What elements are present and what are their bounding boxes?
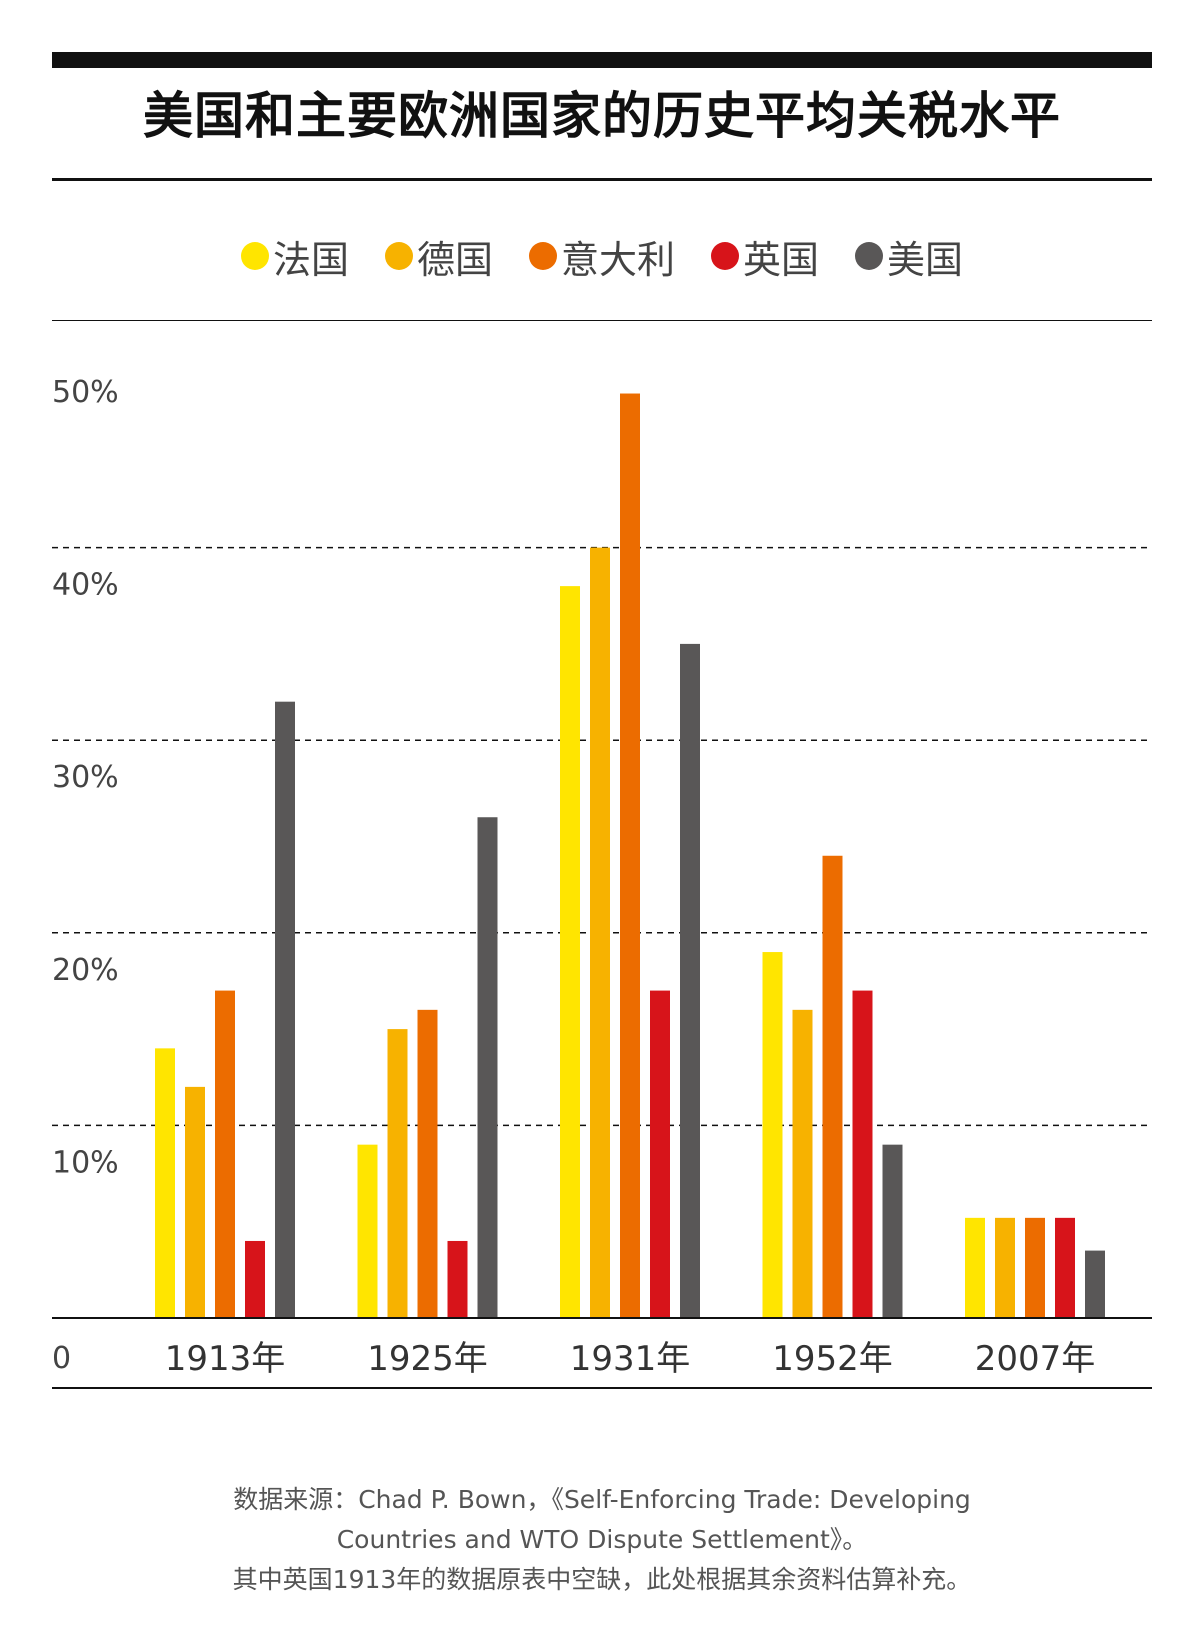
bar xyxy=(822,855,843,1318)
y-tick-label: 40% xyxy=(52,568,119,603)
x-tick-label: 1952年 xyxy=(772,1339,893,1379)
legend-label-uk: 英国 xyxy=(743,237,820,282)
y-tick-label: 50% xyxy=(52,375,119,410)
bar xyxy=(965,1217,985,1318)
bar xyxy=(387,1029,408,1318)
bar xyxy=(852,990,873,1318)
footnote-line-3: 其中英国1913年的数据原表中空缺，此处根据其余资料估算补充。 xyxy=(232,1565,972,1594)
legend-swatch-usa xyxy=(855,242,884,270)
legend-item-germany: 德国 xyxy=(384,229,493,284)
bar xyxy=(155,1048,175,1318)
bar xyxy=(560,586,580,1318)
legend-swatch-germany xyxy=(384,242,413,270)
bar xyxy=(1085,1250,1105,1318)
bar xyxy=(620,393,640,1318)
legend-label-france: 法国 xyxy=(272,237,349,282)
x-tick-label: 1931年 xyxy=(570,1339,691,1379)
y-origin-label: 0 xyxy=(52,1341,71,1376)
bar xyxy=(762,952,783,1318)
x-tick-label: 2007年 xyxy=(975,1339,1096,1379)
bar xyxy=(245,1240,265,1318)
legend-label-italy: 意大利 xyxy=(560,237,675,282)
legend-swatch-uk xyxy=(711,242,739,270)
bar xyxy=(1025,1217,1045,1318)
bar xyxy=(1055,1217,1075,1318)
chart-title: 美国和主要欧洲国家的历史平均关税水平 xyxy=(143,87,1061,145)
bar xyxy=(680,643,700,1318)
x-tick-label: 1925年 xyxy=(367,1339,488,1379)
bar xyxy=(882,1144,903,1318)
footnote-line-2: Countries and WTO Dispute Settlement》。 xyxy=(336,1525,868,1554)
bar-chart: 10% 20% 30% 40% 50% 0 1913年 1925年 1931年 1952年 2007… xyxy=(52,320,1152,1389)
legend-label-germany: 德国 xyxy=(416,237,493,282)
bar xyxy=(417,1009,438,1318)
y-tick-label: 10% xyxy=(52,1145,119,1180)
bar xyxy=(650,990,670,1318)
footnote-line-1: 数据来源：Chad P. Bown，《Self-Enforcing Trade:… xyxy=(233,1485,971,1514)
bar xyxy=(275,701,295,1318)
title-rule xyxy=(52,178,1152,181)
y-tick-label: 30% xyxy=(52,760,119,795)
bar xyxy=(447,1240,468,1318)
bar xyxy=(995,1217,1015,1318)
legend-item-france: 法国 xyxy=(240,229,349,284)
legend: 法国 德国 意大利 英国 美国 xyxy=(52,226,1152,286)
bar xyxy=(215,990,235,1318)
legend-item-usa: 美国 xyxy=(855,229,963,284)
legend-item-italy: 意大利 xyxy=(528,229,675,284)
bar xyxy=(590,547,610,1318)
legend-label-usa: 美国 xyxy=(887,237,964,282)
bar xyxy=(792,1009,813,1318)
bar xyxy=(357,1144,378,1318)
y-tick-label: 20% xyxy=(52,953,119,988)
legend-swatch-italy xyxy=(528,242,557,270)
legend-item-uk: 英国 xyxy=(711,229,819,284)
top-rule xyxy=(52,52,1152,68)
footnote: 数据来源：Chad P. Bown，《Self-Enforcing Trade:… xyxy=(52,1480,1152,1600)
x-tick-label: 1913年 xyxy=(165,1339,286,1379)
legend-swatch-france xyxy=(240,242,269,270)
bar xyxy=(477,817,498,1318)
bar xyxy=(185,1086,205,1318)
